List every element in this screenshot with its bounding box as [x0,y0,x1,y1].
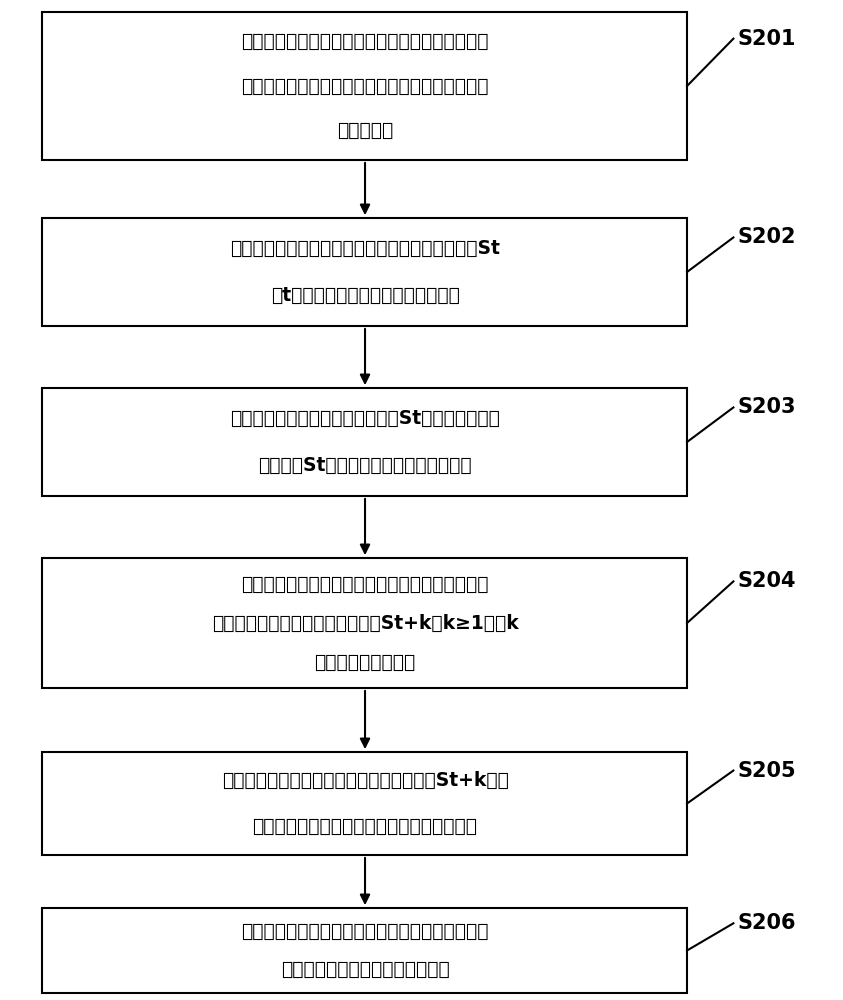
Text: 获取当前油色谱取样分析总次数相应的乙炔总含量St: 获取当前油色谱取样分析总次数相应的乙炔总含量St [230,239,500,258]
Bar [42,752,687,855]
Text: S204: S204 [738,571,796,591]
Text: 样分析频次: 样分析频次 [337,121,393,140]
Text: S206: S206 [738,913,796,933]
Text: 炔总含量St评估为异常时，则执行下一步: 炔总含量St评估为异常时，则执行下一步 [258,456,472,475]
Text: 关的过渡触头的灭弧极限次数设计值设置油色谱取: 关的过渡触头的灭弧极限次数设计值设置油色谱取 [241,77,489,96]
Text: 对真空有载分接开关的调压次数进行增量至预设增: 对真空有载分接开关的调压次数进行增量至预设增 [241,574,489,594]
Text: S203: S203 [738,397,796,417]
Text: ，t表示为当前油色谱取样分析总次数: ，t表示为当前油色谱取样分析总次数 [271,286,459,305]
Text: 对真空有载分接开关进行停电检查: 对真空有载分接开关进行停电检查 [281,960,449,979]
Text: 表示为预设增量次数: 表示为预设增量次数 [314,653,416,672]
Bar [42,218,687,326]
Text: S201: S201 [738,29,796,49]
Text: 当真空有载分接开关的切换状态评估为异常时，则: 当真空有载分接开关的切换状态评估为异常时，则 [241,922,489,941]
Text: 根据第二预设判据评估增量后的乙炔总含量St+k是否: 根据第二预设判据评估增量后的乙炔总含量St+k是否 [222,771,508,790]
Bar [42,908,687,993]
Bar [42,388,687,496]
Text: 异常，从而评估真空有载分接开关的切换状态: 异常，从而评估真空有载分接开关的切换状态 [253,817,477,836]
Bar [42,558,687,688]
Text: 量次数，获取增量后的乙炔总含量St+k（k≥1），k: 量次数，获取增量后的乙炔总含量St+k（k≥1），k [212,614,518,633]
Text: 根据第一预设判据评估乙炔总含量St是否异常，当乙: 根据第一预设判据评估乙炔总含量St是否异常，当乙 [230,409,500,428]
Text: S202: S202 [738,227,796,247]
Bar [42,12,687,160]
Text: 根据预设周期内的平均调压次数和真空有载分接开: 根据预设周期内的平均调压次数和真空有载分接开 [241,32,489,51]
Text: S205: S205 [738,761,797,781]
